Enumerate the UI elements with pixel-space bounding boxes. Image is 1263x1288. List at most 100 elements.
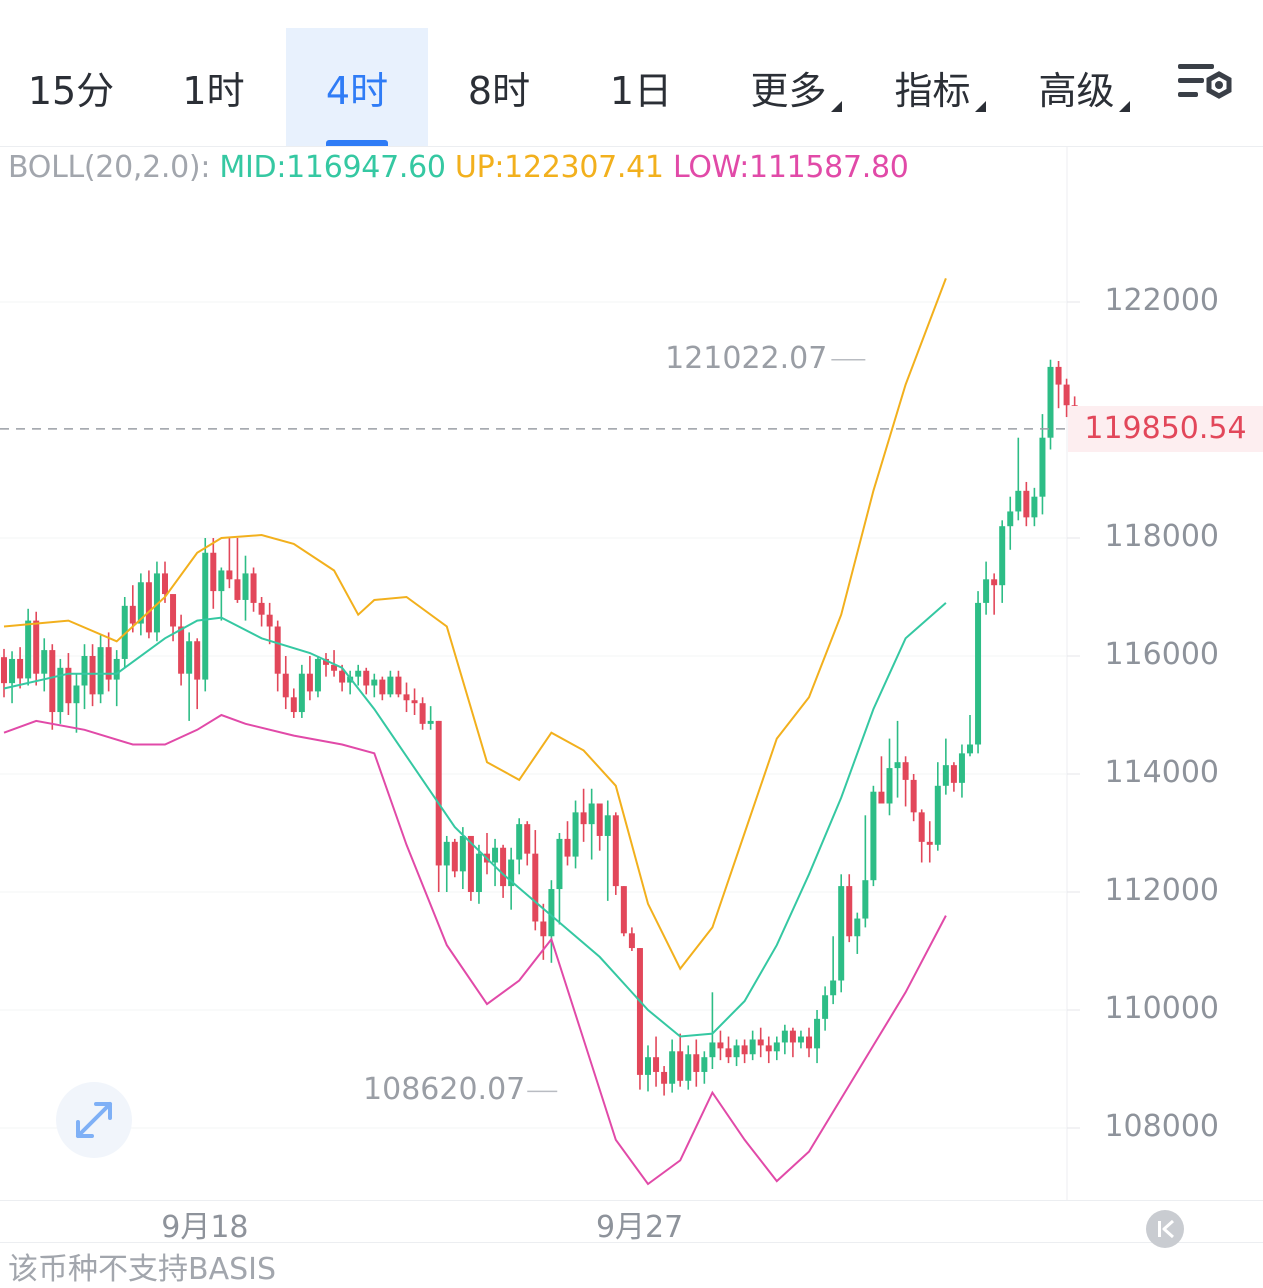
timeframe-tab-bar: 15分 1时 4时 8时 1日 更多 指标 高级 [0,0,1263,146]
boll-upper-line [3,278,947,971]
low-price-label: 108620.07 [363,1072,526,1108]
candle-down [661,1071,668,1084]
candle-up [975,602,982,745]
tab-15m[interactable]: 15分 [0,28,142,146]
candle-down [323,658,329,665]
candle-down [1023,490,1030,518]
back-to-latest-icon [1158,1219,1174,1239]
candle-down [741,1045,748,1055]
tab-label: 1日 [609,68,673,113]
candle-down [806,1036,812,1049]
candle-up [443,841,450,866]
candle-up [186,641,193,674]
tab-8h[interactable]: 8时 [428,28,570,146]
candle-down [331,664,338,671]
candle-down [1055,366,1062,385]
candle-up [355,670,362,677]
candle-up [886,768,893,804]
candle-down [49,650,56,713]
candle-up [862,880,869,919]
candle-down [596,803,603,836]
candle-down [918,812,925,842]
candle-down [210,552,217,592]
tab-advanced-dropdown[interactable]: 高级 [1026,28,1142,146]
tab-more-dropdown[interactable]: 更多 [738,28,854,146]
candle-up [516,824,523,860]
candle-up [371,679,378,686]
candle-up [669,1051,676,1084]
candle-down [725,1048,732,1058]
candle-down [765,1045,772,1052]
candle-up [427,720,434,724]
candle-up [1015,490,1022,512]
boll-up-value: UP:122307.41 [454,150,664,185]
candle-down [540,921,547,937]
candle-up [492,847,499,863]
candle-down [395,676,402,695]
boll-mid-line [3,602,947,1038]
candle-up [749,1039,756,1055]
candle-down [258,602,265,615]
candle-down [532,853,539,922]
tab-indicators-dropdown[interactable]: 指标 [882,28,998,146]
candle-up [81,656,88,686]
tab-1h[interactable]: 1时 [142,28,285,146]
candle-down [226,570,233,580]
candle-down [612,815,619,887]
candle-down [33,620,40,674]
candle-down [17,658,24,679]
back-to-latest-button[interactable] [1146,1210,1184,1248]
candle-down [194,641,201,680]
candle-up [781,1030,788,1043]
tab-4h[interactable]: 4时 [286,28,428,146]
candle-up [983,579,990,603]
candle-up [508,859,515,887]
candle-up [934,785,941,845]
dropdown-caret-icon [830,101,842,112]
candle-up [709,1042,716,1058]
extreme-markers-layer [527,358,866,1093]
tab-label: 8时 [467,68,531,113]
candle-down [467,835,474,892]
candle-down [290,697,297,713]
candle-down [757,1039,764,1046]
price-tick-label: 122000 [1104,283,1219,318]
tab-label: 15分 [27,68,115,113]
candle-up [137,582,144,624]
boll-bands-layer [3,278,947,1186]
candle-down [379,679,386,695]
candle-up [153,573,160,633]
candle-up [298,673,305,713]
candle-down [274,626,281,674]
tab-label: 1时 [182,68,245,113]
candle-up [459,835,466,872]
candle-down [306,673,313,692]
candle-up [242,573,249,600]
candle-down [282,673,289,698]
candle-up [854,918,861,937]
tab-label: 更多 [750,68,827,113]
boll-mid-value: MID:116947.60 [219,150,446,185]
price-tick-label: 112000 [1104,873,1219,908]
boll-lower-line [3,713,947,1186]
candle-down [411,700,418,704]
candle-down [1,657,7,684]
time-tick-label: 9月27 [595,1210,684,1245]
tabbar-divider [0,146,1263,147]
candle-up [822,995,829,1019]
candle-up [41,650,48,674]
expand-button[interactable] [56,1082,132,1158]
candle-down [950,765,957,783]
candles-layer [1,359,1078,1096]
candle-down [451,841,458,872]
candle-down [717,1042,724,1049]
dropdown-caret-icon [974,101,986,112]
candle-up [773,1042,780,1052]
footer-divider [0,1242,1263,1243]
chart-settings-icon[interactable] [1172,58,1236,114]
candle-down [89,656,96,695]
candle-up [1047,366,1054,438]
tab-1d[interactable]: 1日 [570,28,712,146]
candle-down [129,605,136,624]
